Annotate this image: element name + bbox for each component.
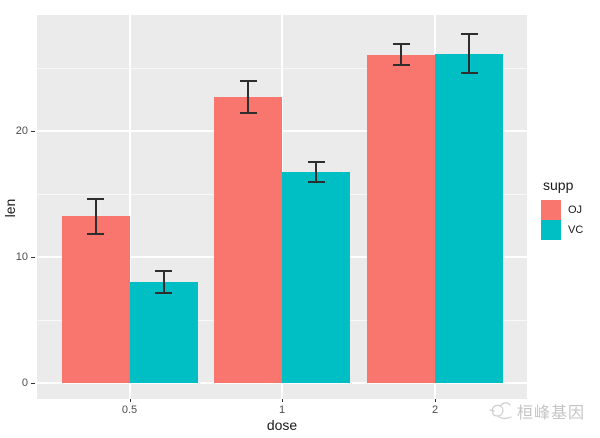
legend-item-OJ: OJ [541,200,583,220]
bar-OJ-2 [367,54,435,383]
y-tick-label: 0 [21,377,28,389]
error-bar-cap-bottom [87,233,104,236]
error-bar-VC-0.5 [162,271,165,294]
x-axis-tick [129,399,131,402]
error-bar-VC-1 [315,161,317,182]
legend-label: OJ [568,204,583,216]
y-tick-label: 20 [15,125,28,137]
bar-OJ-1 [214,96,282,383]
gridline-minor [37,68,527,69]
x-axis-tick [282,399,283,402]
y-axis-title: len [2,198,18,218]
error-bar-cap-top [460,33,478,36]
x-axis-tick [435,399,436,402]
watermark: 桓峰基因 [487,398,585,424]
error-bar-cap-top [239,80,257,83]
legend-swatch-VC [541,220,561,240]
bar-VC-2 [435,53,503,383]
error-bar-cap-top [155,270,172,273]
gridline-vertical [128,15,131,399]
legend-item-VC: VC [541,220,583,240]
error-bar-cap-bottom [307,180,325,183]
error-bar-cap-top [392,43,410,46]
error-bar-cap-bottom [392,64,410,67]
legend-items: OJ VC [541,200,583,240]
legend-label: VC [568,224,584,236]
x-tick-label: 2 [431,404,439,416]
error-bar-OJ-0.5 [94,198,97,235]
x-tick-label: 0.5 [121,404,138,416]
y-axis-tick [31,383,35,384]
y-tick-label: 10 [15,251,28,263]
legend: supp OJ VC [541,177,583,240]
bar-OJ-0.5 [61,216,130,383]
error-bar-cap-top [87,197,104,200]
bar-VC-1 [282,171,350,383]
error-bar-cap-bottom [460,71,478,74]
error-bar-OJ-1 [247,81,249,113]
bird-sketch-logo-icon [489,402,512,419]
watermark-text: 桓峰基因 [517,405,586,422]
x-axis-title: dose [266,417,298,433]
error-bar-cap-bottom [155,292,172,295]
error-bar-cap-top [307,160,325,163]
x-tick-label: 1 [278,404,286,416]
gridline-major [37,382,527,384]
legend-swatch-OJ [541,200,561,220]
y-axis-tick [31,257,35,258]
legend-title: supp [543,177,574,193]
error-bar-OJ-2 [400,44,402,66]
bar-VC-0.5 [129,282,198,383]
error-bar-cap-bottom [239,111,257,114]
error-bar-VC-2 [468,34,470,73]
y-axis-tick [31,131,35,132]
gridline-major [37,130,527,132]
